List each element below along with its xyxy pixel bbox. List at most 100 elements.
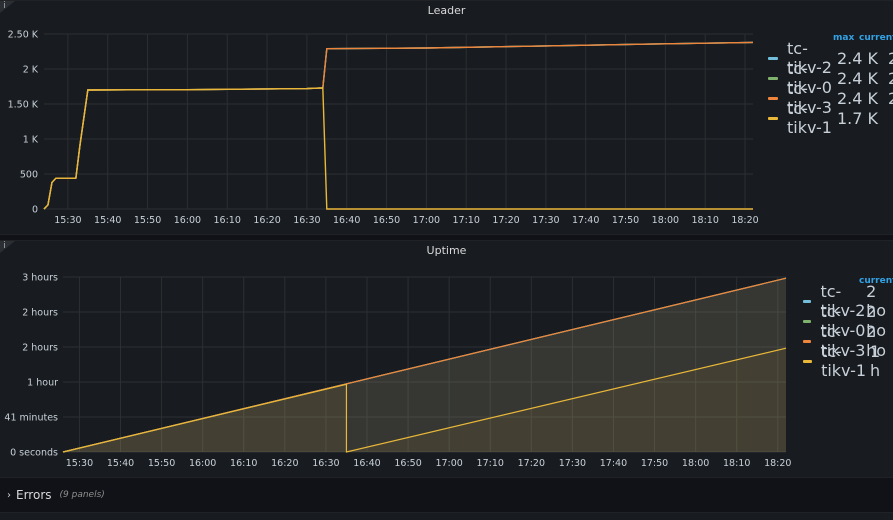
x-tick-label: 16:00 bbox=[189, 458, 216, 469]
x-tick-label: 17:40 bbox=[572, 215, 599, 226]
series-line-tc-tikv-1 bbox=[62, 347, 787, 453]
legend-current-value: 2 ho bbox=[866, 322, 887, 360]
chevron-right-icon[interactable]: › bbox=[7, 489, 11, 501]
legend-current-value: 2 ho bbox=[866, 302, 887, 340]
x-tick-label: 17:30 bbox=[532, 215, 559, 226]
x-tick-label: 17:50 bbox=[641, 458, 668, 469]
legend-series-name[interactable]: tc-tikv-2 bbox=[787, 39, 832, 77]
x-tick-label: 17:00 bbox=[435, 458, 462, 469]
y-tick-label: 2.50 K bbox=[8, 30, 39, 41]
legend-series-name[interactable]: tc-tikv-2 bbox=[820, 282, 866, 320]
series-line-tc-tikv-3 bbox=[43, 41, 754, 210]
series-line-tc-tikv-1 bbox=[43, 87, 753, 210]
row-title[interactable]: Errors bbox=[16, 488, 52, 502]
x-tick-label: 16:20 bbox=[271, 458, 298, 469]
row-panel-count: (9 panels) bbox=[59, 490, 105, 500]
legend-swatch[interactable] bbox=[803, 339, 812, 343]
x-tick-label: 16:40 bbox=[353, 458, 380, 469]
legend-series-name[interactable]: tc-tikv-1 bbox=[787, 99, 832, 137]
x-tick-label: 15:30 bbox=[66, 458, 93, 469]
legend-swatch[interactable] bbox=[768, 96, 778, 100]
legend-swatch[interactable] bbox=[768, 116, 778, 120]
legend-swatch[interactable] bbox=[803, 319, 812, 323]
x-tick-label: 18:00 bbox=[682, 458, 709, 469]
x-tick-label: 17:10 bbox=[477, 458, 504, 469]
legend-swatch[interactable] bbox=[768, 56, 778, 60]
legend-header-current[interactable]: current bbox=[859, 276, 893, 286]
legend-item[interactable]: tc-tikv-2 2 ho bbox=[803, 282, 893, 320]
x-tick-label: 16:20 bbox=[253, 215, 280, 226]
uptime-panel: i Uptime 0 seconds 41 minutes 1 hour 2 hour… bbox=[0, 240, 893, 478]
x-tick-label: 16:30 bbox=[293, 215, 320, 226]
uptime-chart[interactable]: 0 seconds 41 minutes 1 hour 2 hours 2 hours 3… bbox=[0, 241, 893, 477]
legend-max-value: 2.4 K bbox=[837, 68, 879, 88]
legend-item[interactable]: tc-tikv-3 2 ho bbox=[803, 322, 893, 360]
legend-series-name[interactable]: tc-tikv-0 bbox=[820, 302, 866, 340]
x-tick-label: 15:50 bbox=[134, 215, 161, 226]
x-tick-label: 15:30 bbox=[54, 215, 81, 226]
y-tick-label: 1 K bbox=[23, 135, 39, 146]
legend-current-value: 1 h bbox=[869, 342, 881, 380]
x-tick-label: 18:20 bbox=[731, 215, 758, 226]
legend-swatch[interactable] bbox=[803, 299, 812, 303]
legend-current-value: 2 bbox=[888, 69, 893, 88]
legend-header-max[interactable]: max bbox=[833, 33, 855, 43]
y-tick-label: 1 hour bbox=[27, 378, 58, 389]
x-tick-label: 17:30 bbox=[559, 458, 586, 469]
x-tick-label: 15:50 bbox=[148, 458, 175, 469]
x-tick-label: 16:50 bbox=[373, 215, 400, 226]
y-tick-label: 500 bbox=[20, 170, 38, 181]
y-tick-label: 0 seconds bbox=[10, 448, 58, 459]
x-tick-label: 17:10 bbox=[453, 215, 480, 226]
x-tick-label: 16:10 bbox=[214, 215, 241, 226]
y-tick-label: 0 bbox=[32, 205, 38, 216]
legend-current-value: 2 bbox=[888, 49, 893, 68]
leader-chart[interactable]: 0 500 1 K 1.50 K 2 K 2.50 K 15:30 15:40 15:50 16:… bbox=[0, 1, 893, 234]
legend-swatch[interactable] bbox=[803, 359, 813, 363]
series-line-tc-tikv-2 bbox=[43, 41, 754, 210]
y-tick-label: 2 hours bbox=[22, 343, 58, 354]
legend-max-value: 2.4 K bbox=[837, 88, 879, 108]
legend-item[interactable]: tc-tikv-02.4 K 2 bbox=[768, 59, 893, 97]
legend-swatch[interactable] bbox=[768, 76, 778, 80]
x-tick-label: 17:50 bbox=[612, 215, 639, 226]
legend-item[interactable]: tc-tikv-32.4 K 2 bbox=[768, 79, 893, 117]
series-area-tc-tikv-1 bbox=[63, 348, 786, 452]
legend-series-name[interactable]: tc-tikv-3 bbox=[787, 79, 832, 117]
legend-item[interactable]: tc-tikv-0 2 ho bbox=[803, 302, 893, 340]
x-tick-label: 17:20 bbox=[518, 458, 545, 469]
x-tick-label: 16:10 bbox=[230, 458, 257, 469]
x-tick-label: 16:30 bbox=[312, 458, 339, 469]
series-line-tc-tikv-0 bbox=[43, 41, 754, 210]
y-tick-label: 3 hours bbox=[22, 273, 58, 284]
x-tick-label: 15:40 bbox=[94, 215, 121, 226]
legend-item[interactable]: tc-tikv-1 1.7 K bbox=[768, 99, 888, 137]
panel-title[interactable]: Leader bbox=[427, 4, 466, 17]
panel-title[interactable]: Uptime bbox=[426, 244, 467, 257]
x-tick-label: 18:10 bbox=[692, 215, 719, 226]
legend-max-value: 1.7 K bbox=[837, 108, 879, 128]
legend-series-name[interactable]: tc-tikv-3 bbox=[820, 322, 866, 360]
y-tick-label: 41 minutes bbox=[4, 413, 58, 424]
legend-max-value: 2.4 K bbox=[837, 48, 879, 68]
x-tick-label: 18:10 bbox=[723, 458, 750, 469]
x-tick-label: 16:50 bbox=[394, 458, 421, 469]
legend-header-current[interactable]: current bbox=[859, 33, 893, 43]
x-tick-label: 18:20 bbox=[764, 458, 791, 469]
legend-item[interactable]: tc-tikv-1 1 h bbox=[803, 342, 893, 380]
legend-item[interactable]: tc-tikv-22.4 K 2 bbox=[768, 39, 893, 77]
y-tick-label: 1.50 K bbox=[8, 100, 39, 111]
x-tick-label: 15:40 bbox=[107, 458, 134, 469]
x-tick-label: 16:00 bbox=[174, 215, 201, 226]
y-tick-label: 2 hours bbox=[22, 308, 58, 319]
next-row bbox=[0, 512, 893, 520]
legend-series-name[interactable]: tc-tikv-0 bbox=[787, 59, 832, 97]
legend-series-name[interactable]: tc-tikv-1 bbox=[821, 342, 867, 380]
y-tick-label: 2 K bbox=[23, 65, 39, 76]
x-tick-label: 17:00 bbox=[413, 215, 440, 226]
errors-row[interactable]: › Errors (9 panels) bbox=[0, 484, 893, 506]
x-tick-label: 17:40 bbox=[600, 458, 627, 469]
legend-current-value: 2 ho bbox=[866, 282, 887, 320]
legend-current-value: 2 bbox=[888, 89, 893, 108]
